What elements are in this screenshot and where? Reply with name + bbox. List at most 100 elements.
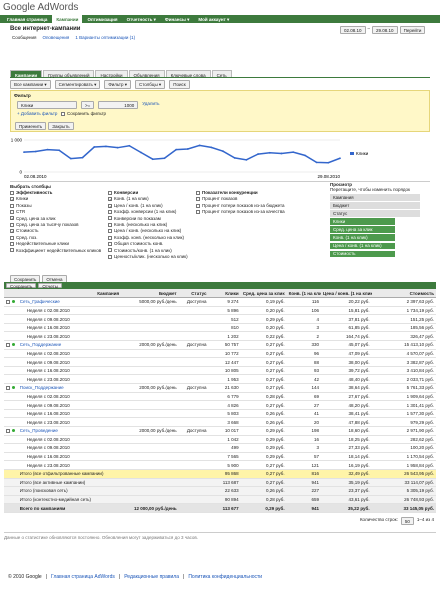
checkbox[interactable] <box>10 248 14 253</box>
column-option[interactable]: CTR <box>10 209 101 215</box>
column-option[interactable]: Общая стоимость конв. <box>108 241 188 247</box>
cell[interactable]: Поиск_Поддержание <box>17 383 122 393</box>
checkbox[interactable] <box>6 300 10 305</box>
filter-value[interactable]: 1000 <box>98 101 139 109</box>
selected-column[interactable]: Цена / конв. (1 на клик) <box>330 242 395 250</box>
filter-field[interactable]: Клики <box>17 101 77 109</box>
cell[interactable]: Сеть_Графические <box>17 297 122 307</box>
checkbox[interactable] <box>196 197 200 202</box>
checkbox[interactable]: ✓ <box>10 197 15 203</box>
go-button[interactable]: Перейти <box>399 26 426 34</box>
message-link[interactable]: Оповещения <box>42 35 70 40</box>
selected-column[interactable]: Конв. (1 на клик) <box>330 234 395 242</box>
checkbox[interactable] <box>10 235 14 240</box>
column-option[interactable]: Коэфф. конверсии (1 на клик) <box>108 209 188 215</box>
date-from[interactable]: 02.08.10 <box>340 26 366 34</box>
toolbar-button[interactable]: Фильтр ▾ <box>104 80 131 89</box>
tab[interactable]: Настройки <box>95 70 128 78</box>
checkbox[interactable] <box>6 386 10 391</box>
column-option[interactable]: Ценность/клик. (несколько на клик) <box>108 254 188 260</box>
column-option[interactable]: ✓ Цена / конв. (1 на клик) <box>108 203 188 209</box>
nav-item[interactable]: Финансы ▾ <box>164 16 190 22</box>
column-option[interactable]: Коэффициент недействительных кликов <box>10 248 101 254</box>
toolbar-button[interactable]: Столбцы ▾ <box>135 80 166 89</box>
column-option[interactable]: Недействительные клики <box>10 241 101 247</box>
message-link[interactable]: 1 Варианты оптимизации (1) <box>75 35 136 40</box>
cell[interactable]: Сеть_Проведение <box>17 426 122 436</box>
column-option[interactable]: ✓ Стоимость <box>10 228 101 234</box>
selected-column[interactable]: Клики <box>330 218 395 225</box>
nav-item[interactable]: Отчетность ▾ <box>126 16 156 22</box>
column-option[interactable]: ✓ Клики <box>10 196 101 202</box>
column-option[interactable]: Процент потери показов из-за бюджета <box>196 203 285 209</box>
checkbox[interactable] <box>108 216 112 221</box>
checkbox[interactable] <box>108 241 112 246</box>
checkbox[interactable] <box>10 209 14 214</box>
filter-remove[interactable]: Удалить <box>142 101 160 106</box>
footer-link[interactable]: Политика конфиденциальности <box>188 574 263 580</box>
close-button[interactable]: Закрыть <box>48 122 74 130</box>
nav-item[interactable]: Главная страница <box>7 16 48 22</box>
column-option[interactable]: Сред. поз. <box>10 235 101 241</box>
table-button[interactable]: Сохранить <box>6 283 37 289</box>
checkbox[interactable]: ✓ <box>108 203 113 209</box>
tab[interactable]: Кампании <box>10 70 43 78</box>
tab[interactable]: Сеть <box>211 70 232 78</box>
checkbox[interactable] <box>108 222 112 227</box>
apply-button[interactable]: Применить <box>15 122 47 130</box>
column-option[interactable]: ✓ Сред. цена за клик <box>10 216 101 222</box>
column-option[interactable]: Цена / конв. (несколько на клик) <box>108 228 188 234</box>
tab[interactable]: Группы объявлений <box>43 70 95 78</box>
message-link[interactable]: Сообщения <box>12 35 37 40</box>
selected-column[interactable]: Сред. цена за клик <box>330 226 395 233</box>
checkbox[interactable] <box>196 203 200 208</box>
checkbox[interactable] <box>10 241 14 246</box>
table-button[interactable]: Отчеты <box>38 283 62 289</box>
group-checkbox[interactable] <box>10 190 14 195</box>
checkbox[interactable]: ✓ <box>10 216 15 222</box>
column-option[interactable]: Показы <box>10 203 101 209</box>
tab[interactable]: Ключевые слова <box>165 70 211 78</box>
checkbox[interactable] <box>108 248 112 253</box>
toolbar-button[interactable]: Сегментировать ▾ <box>54 80 101 89</box>
checkbox[interactable] <box>10 222 14 227</box>
checkbox[interactable] <box>108 209 112 214</box>
toolbar-button[interactable]: Все кампании ▾ <box>10 80 51 89</box>
checkbox[interactable] <box>10 203 14 208</box>
checkbox[interactable] <box>108 229 112 234</box>
point <box>233 157 236 159</box>
checkbox[interactable] <box>108 254 112 259</box>
footer-link[interactable]: Главная страница AdWords <box>51 574 115 580</box>
rows-count[interactable]: 50 <box>400 517 414 525</box>
column-option[interactable]: Конверсии по показам <box>108 216 188 222</box>
filter-save[interactable]: Сохранить фильтр <box>61 111 106 116</box>
checkbox[interactable] <box>196 209 200 214</box>
group-checkbox[interactable] <box>196 190 200 195</box>
cell[interactable]: Сеть_Поддержание <box>17 340 122 350</box>
filter-op[interactable]: >= <box>81 101 95 109</box>
nav-item[interactable]: Кампании <box>52 15 83 23</box>
selected-column[interactable]: Стоимость <box>330 250 395 258</box>
checkbox[interactable]: ✓ <box>108 197 113 203</box>
footer-link[interactable]: Редакционные правила <box>124 574 179 580</box>
checkbox[interactable]: ✓ <box>10 229 15 235</box>
checkbox[interactable] <box>6 429 10 434</box>
point <box>128 144 131 147</box>
tab[interactable]: Объявления <box>128 70 165 78</box>
column-option[interactable]: Процент потери показов из-за качества <box>196 209 285 215</box>
column-option[interactable]: Конв. (несколько на клик) <box>108 222 188 228</box>
group-checkbox[interactable] <box>108 190 112 195</box>
nav-item[interactable]: Оптимизация <box>87 16 118 22</box>
column-option[interactable]: ✓ Конв. (1 на клик) <box>108 196 188 202</box>
checkbox[interactable] <box>6 343 10 348</box>
column-option[interactable]: Сред. цена за тысячу показов <box>10 222 101 228</box>
column-option[interactable]: Коэфф. конв. (несколько на клик) <box>108 235 188 241</box>
toolbar-button[interactable]: Поиск <box>169 80 190 89</box>
nav-item[interactable]: Мой аккаунт ▾ <box>198 16 230 22</box>
column-option[interactable]: Стоимость/конв. (1 на клик) <box>108 248 188 254</box>
column-option[interactable]: Процент показов <box>196 196 285 202</box>
option-label: CTR <box>16 209 26 215</box>
checkbox[interactable] <box>108 235 112 240</box>
date-to[interactable]: 29.08.10 <box>372 26 398 34</box>
filter-add[interactable]: + Добавить фильтр <box>17 111 58 116</box>
